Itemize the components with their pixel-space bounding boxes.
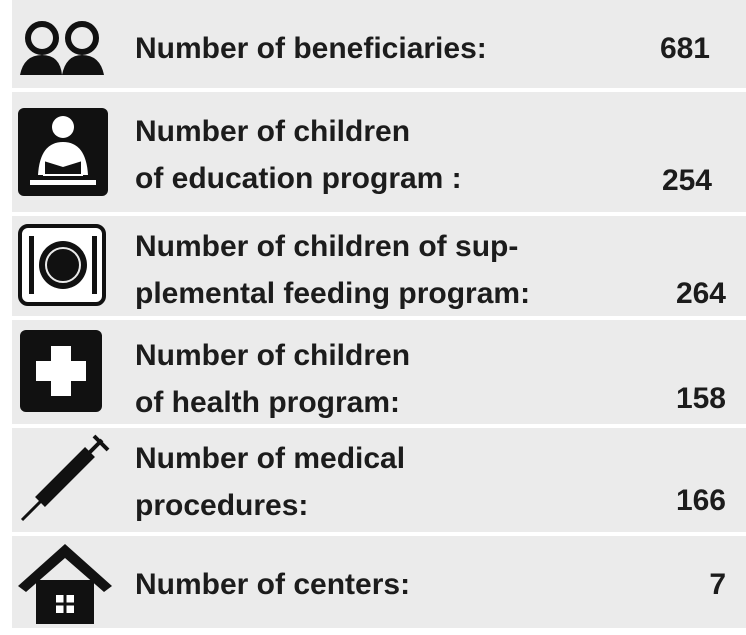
children-icon <box>20 21 104 75</box>
label: Number of centers: <box>135 568 410 601</box>
feeding-icon <box>18 224 106 306</box>
label: Number of children <box>135 115 410 148</box>
row-bg <box>12 536 746 628</box>
value: 681 <box>660 32 710 65</box>
label: procedures: <box>135 489 308 522</box>
value: 166 <box>676 484 726 517</box>
label: Number of beneficiaries: <box>135 32 487 65</box>
value: 264 <box>676 277 726 310</box>
syringe-icon <box>20 434 110 522</box>
row-bg <box>12 320 746 424</box>
row-bg <box>12 0 746 88</box>
label: plemental feeding program: <box>135 277 530 310</box>
value: 158 <box>676 382 726 415</box>
row-bg <box>12 428 746 532</box>
label: of education program : <box>135 162 462 195</box>
value: 7 <box>709 568 726 601</box>
label: of health program: <box>135 386 400 419</box>
value: 254 <box>662 164 712 197</box>
house-icon <box>18 544 112 624</box>
health-icon <box>20 330 102 412</box>
row-bg <box>12 216 746 316</box>
label: Number of medical <box>135 442 405 475</box>
label: Number of children of sup- <box>135 230 518 263</box>
label: Number of children <box>135 339 410 372</box>
row-bg <box>12 92 746 212</box>
education-icon <box>18 108 108 196</box>
